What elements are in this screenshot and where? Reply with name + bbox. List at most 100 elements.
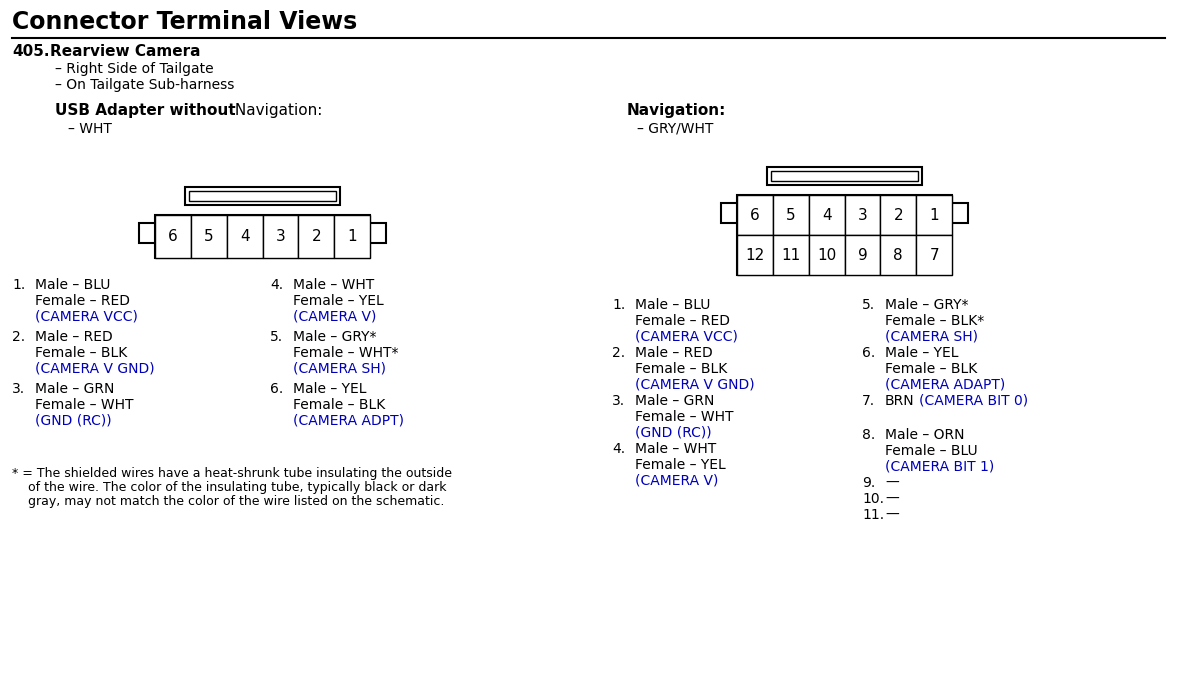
Bar	[880, 235, 916, 275]
Text: Female – YEL: Female – YEL	[293, 294, 384, 308]
Text: Male – GRN: Male – GRN	[636, 394, 714, 408]
Text: Female – RED: Female – RED	[35, 294, 129, 308]
Text: 5.: 5.	[270, 330, 284, 344]
Text: Female – BLK: Female – BLK	[885, 362, 977, 376]
Text: 4: 4	[240, 229, 250, 244]
Text: 405.: 405.	[12, 44, 49, 59]
Text: (CAMERA V): (CAMERA V)	[293, 310, 377, 324]
Text: Female – WHT*: Female – WHT*	[293, 346, 399, 360]
Text: 9: 9	[858, 248, 867, 263]
Text: USB Adapter without: USB Adapter without	[55, 103, 235, 118]
Bar	[809, 195, 845, 235]
Bar	[737, 235, 773, 275]
Bar	[916, 235, 952, 275]
Text: Male – RED: Male – RED	[35, 330, 113, 344]
Text: 7.: 7.	[862, 394, 876, 408]
Text: Male – GRN: Male – GRN	[35, 382, 114, 396]
Text: —: —	[885, 492, 899, 506]
Text: 3: 3	[275, 229, 285, 244]
Text: 8: 8	[893, 248, 903, 263]
Text: 6.: 6.	[270, 382, 284, 396]
Text: 3.: 3.	[12, 382, 25, 396]
Text: 6: 6	[168, 229, 178, 244]
Text: Navigation:: Navigation:	[627, 103, 726, 118]
Text: 5: 5	[204, 229, 213, 244]
Bar	[880, 195, 916, 235]
Text: 10.: 10.	[862, 492, 884, 506]
Text: Female – BLK: Female – BLK	[35, 346, 127, 360]
Text: – GRY/WHT: – GRY/WHT	[637, 122, 713, 136]
Bar	[368, 223, 386, 243]
Text: Male – YEL: Male – YEL	[293, 382, 366, 396]
Text: 2: 2	[312, 229, 321, 244]
Text: gray, may not match the color of the wire listed on the schematic.: gray, may not match the color of the wir…	[12, 495, 445, 508]
Text: Navigation:: Navigation:	[230, 103, 322, 118]
Bar	[767, 167, 922, 185]
Text: 9.: 9.	[862, 476, 876, 490]
Text: 5: 5	[786, 207, 796, 223]
Text: (CAMERA V GND): (CAMERA V GND)	[636, 378, 754, 392]
Text: (CAMERA SH): (CAMERA SH)	[885, 330, 978, 344]
Bar	[155, 215, 191, 258]
Bar	[771, 171, 918, 181]
Bar	[155, 215, 370, 258]
Bar	[189, 191, 335, 201]
Text: 6.: 6.	[862, 346, 876, 360]
Text: 3: 3	[858, 207, 867, 223]
Text: 1: 1	[930, 207, 939, 223]
Text: Female – WHT: Female – WHT	[636, 410, 733, 424]
Text: of the wire. The color of the insulating tube, typically black or dark: of the wire. The color of the insulating…	[12, 481, 446, 494]
Text: BRN: BRN	[885, 394, 915, 408]
Bar	[262, 215, 298, 258]
Bar	[845, 195, 880, 235]
Bar	[298, 215, 334, 258]
Text: (GND (RC)): (GND (RC))	[35, 414, 112, 428]
Text: Male – YEL: Male – YEL	[885, 346, 958, 360]
Text: Male – BLU: Male – BLU	[35, 278, 111, 292]
Text: 4.: 4.	[612, 442, 625, 456]
Text: 1.: 1.	[612, 298, 625, 312]
Bar	[227, 215, 262, 258]
Text: 6: 6	[750, 207, 760, 223]
Text: Male – WHT: Male – WHT	[293, 278, 374, 292]
Bar	[139, 223, 157, 243]
Bar	[737, 195, 952, 275]
Bar	[809, 235, 845, 275]
Text: (CAMERA BIT 1): (CAMERA BIT 1)	[885, 460, 995, 474]
Text: 1: 1	[347, 229, 357, 244]
Bar	[773, 235, 809, 275]
Text: Male – GRY*: Male – GRY*	[293, 330, 377, 344]
Text: 12: 12	[745, 248, 765, 263]
Text: 5.: 5.	[862, 298, 876, 312]
Text: Male – BLU: Male – BLU	[636, 298, 711, 312]
Text: 1.: 1.	[12, 278, 25, 292]
Text: Female – BLK*: Female – BLK*	[885, 314, 984, 328]
Text: (CAMERA ADPT): (CAMERA ADPT)	[293, 414, 404, 428]
Bar	[722, 203, 739, 223]
Text: 4: 4	[822, 207, 831, 223]
Text: Rearview Camera: Rearview Camera	[49, 44, 200, 59]
Bar	[185, 187, 340, 205]
Text: – On Tailgate Sub-harness: – On Tailgate Sub-harness	[55, 78, 234, 92]
Text: * = The shielded wires have a heat-shrunk tube insulating the outside: * = The shielded wires have a heat-shrun…	[12, 467, 452, 480]
Text: – WHT: – WHT	[68, 122, 112, 136]
Text: (CAMERA ADAPT): (CAMERA ADAPT)	[885, 378, 1005, 392]
Text: 2.: 2.	[612, 346, 625, 360]
Text: Male – RED: Male – RED	[636, 346, 713, 360]
Text: (CAMERA BIT 0): (CAMERA BIT 0)	[919, 394, 1029, 408]
Bar	[845, 235, 880, 275]
Text: (CAMERA VCC): (CAMERA VCC)	[636, 330, 738, 344]
Text: (CAMERA V GND): (CAMERA V GND)	[35, 362, 154, 376]
Text: 11.: 11.	[862, 508, 884, 522]
Text: Female – YEL: Female – YEL	[636, 458, 726, 472]
Text: Male – GRY*: Male – GRY*	[885, 298, 969, 312]
Text: 10: 10	[817, 248, 836, 263]
Bar	[334, 215, 370, 258]
Text: (CAMERA VCC): (CAMERA VCC)	[35, 310, 138, 324]
Text: Male – WHT: Male – WHT	[636, 442, 717, 456]
Text: Female – BLU: Female – BLU	[885, 444, 978, 458]
Text: —: —	[885, 508, 899, 522]
Bar	[191, 215, 227, 258]
Text: —: —	[885, 476, 899, 490]
Text: Female – BLK: Female – BLK	[293, 398, 385, 412]
